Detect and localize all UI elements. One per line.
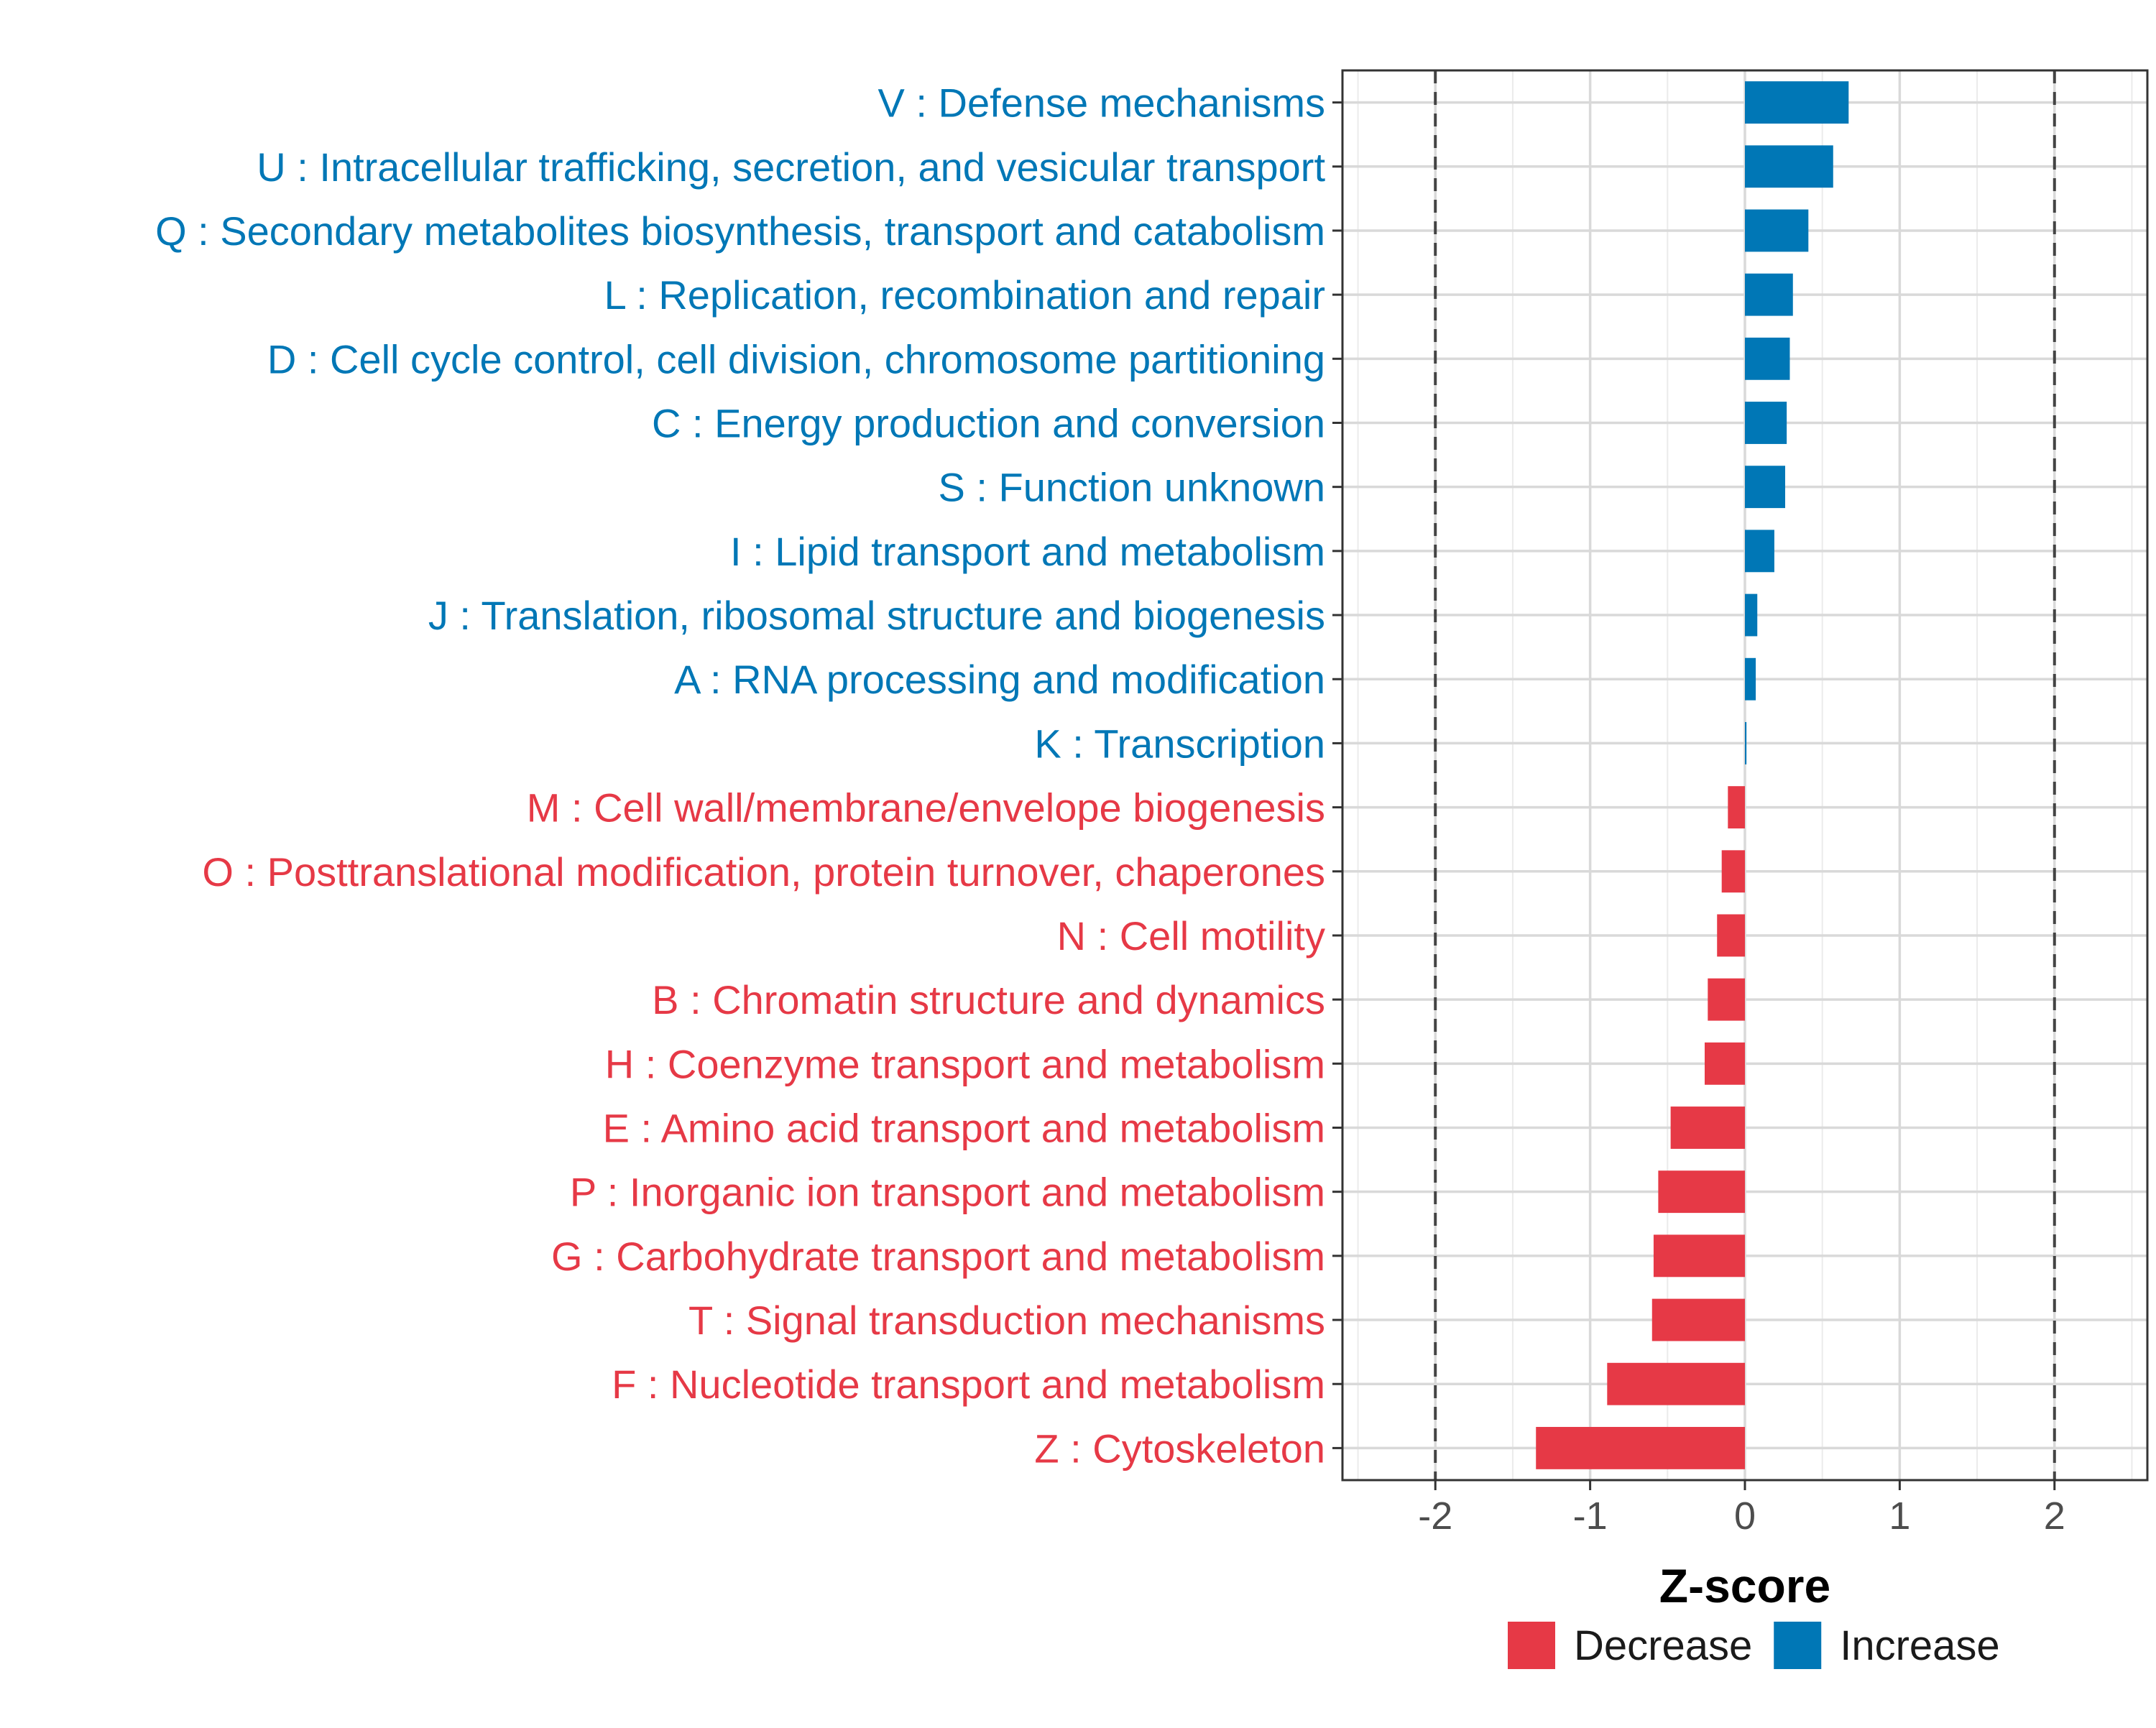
bars-layer xyxy=(1536,81,1849,1469)
bar xyxy=(1745,81,1849,124)
category-label: D : Cell cycle control, cell division, c… xyxy=(267,336,1325,382)
category-label: P : Inorganic ion transport and metaboli… xyxy=(570,1170,1325,1215)
bar xyxy=(1745,337,1790,380)
category-label: Z : Cytoskeleton xyxy=(1034,1426,1325,1471)
category-label: H : Coenzyme transport and metabolism xyxy=(605,1041,1325,1086)
category-label: O : Posttranslational modification, prot… xyxy=(202,849,1325,895)
x-tick-label: -1 xyxy=(1573,1494,1608,1538)
legend-key xyxy=(1508,1622,1555,1669)
bar xyxy=(1705,1042,1745,1085)
bar xyxy=(1670,1106,1745,1149)
category-label: C : Energy production and conversion xyxy=(652,401,1325,446)
bar xyxy=(1653,1234,1745,1277)
category-label: F : Nucleotide transport and metabolism xyxy=(612,1362,1325,1407)
category-label: T : Signal transduction mechanisms xyxy=(688,1298,1325,1343)
x-tick-label: 0 xyxy=(1734,1494,1756,1538)
bar xyxy=(1745,530,1774,573)
x-axis: -2 -1 0 1 2 xyxy=(1418,1480,2065,1538)
bar xyxy=(1536,1426,1745,1469)
category-label: M : Cell wall/membrane/envelope biogenes… xyxy=(527,785,1325,831)
bar xyxy=(1745,145,1833,188)
bar xyxy=(1717,914,1745,957)
bar xyxy=(1728,786,1745,829)
bar xyxy=(1651,1298,1745,1341)
bar xyxy=(1745,273,1793,316)
x-tick-label: 2 xyxy=(2044,1494,2065,1538)
bar xyxy=(1745,466,1785,509)
x-tick-label: 1 xyxy=(1889,1494,1910,1538)
category-label: E : Amino acid transport and metabolism xyxy=(603,1106,1325,1151)
category-label: V : Defense mechanisms xyxy=(878,80,1325,126)
category-label: S : Function unknown xyxy=(938,465,1325,510)
bar xyxy=(1745,402,1787,444)
category-label: J : Translation, ribosomal structure and… xyxy=(428,593,1325,638)
bar xyxy=(1745,721,1747,764)
category-label: L : Replication, recombination and repai… xyxy=(604,272,1325,318)
category-label: K : Transcription xyxy=(1034,721,1325,766)
bar xyxy=(1708,978,1745,1021)
legend-label: Decrease xyxy=(1574,1622,1752,1669)
bar xyxy=(1721,850,1745,893)
legend-label: Increase xyxy=(1840,1622,1999,1669)
legend-key xyxy=(1774,1622,1822,1669)
category-label: A : RNA processing and modification xyxy=(674,657,1325,702)
x-tick-label: -2 xyxy=(1418,1494,1452,1538)
legend: Decrease Increase xyxy=(1508,1622,2000,1669)
bar xyxy=(1745,209,1809,252)
category-label: N : Cell motility xyxy=(1057,913,1325,958)
y-axis: V : Defense mechanisms U : Intracellular … xyxy=(155,80,1342,1471)
category-label: I : Lipid transport and metabolism xyxy=(730,529,1325,574)
category-label: B : Chromatin structure and dynamics xyxy=(652,977,1325,1022)
category-label: Q : Secondary metabolites biosynthesis, … xyxy=(155,208,1325,254)
bar xyxy=(1607,1362,1745,1405)
bar xyxy=(1745,593,1758,637)
category-label: G : Carbohydrate transport and metabolis… xyxy=(551,1234,1325,1279)
bar xyxy=(1745,657,1756,701)
x-axis-title: Z-score xyxy=(1659,1559,1830,1612)
reference-lines xyxy=(1434,70,2056,1480)
category-label: U : Intracellular trafficking, secretion… xyxy=(257,144,1325,190)
bar xyxy=(1658,1170,1745,1214)
